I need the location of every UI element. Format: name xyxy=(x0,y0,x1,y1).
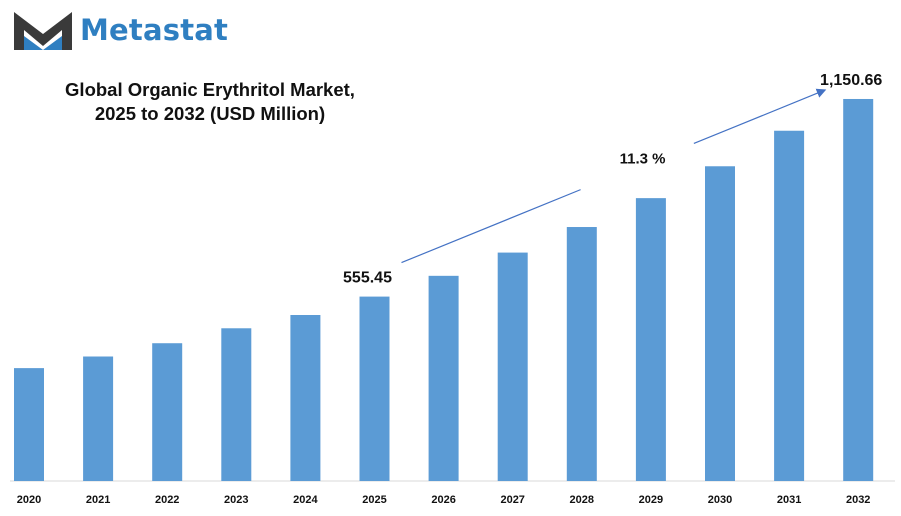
x-tick-label: 2020 xyxy=(17,494,41,506)
chart-title-line1: Global Organic Erythritol Market, xyxy=(65,79,355,100)
bar-2026 xyxy=(428,275,459,481)
x-tick-label: 2032 xyxy=(846,494,870,506)
x-tick-label: 2029 xyxy=(639,494,663,506)
bar-2029 xyxy=(635,198,666,482)
bar-2031 xyxy=(774,130,805,482)
m-logo-icon xyxy=(14,12,72,50)
x-tick-label: 2025 xyxy=(362,494,386,506)
bar-2023 xyxy=(221,328,252,481)
brand-logo: Metastat xyxy=(12,8,228,52)
bar-2032 xyxy=(843,98,874,481)
cagr-arrow-head-line xyxy=(693,88,827,145)
bar-2021 xyxy=(83,356,114,481)
data-label-2032: 1,150.66 xyxy=(820,72,882,89)
x-tick-label: 2027 xyxy=(500,494,524,506)
x-tick-label: 2026 xyxy=(431,494,455,506)
x-tick-label: 2021 xyxy=(86,494,110,506)
x-tick-label: 2031 xyxy=(777,494,801,506)
x-tick-label: 2023 xyxy=(224,494,248,506)
bar-2020 xyxy=(14,368,44,481)
cagr-label: 11.3 % xyxy=(620,151,666,168)
bar-2028 xyxy=(566,227,597,481)
cagr-arrow-line xyxy=(401,189,581,264)
bar-2025 xyxy=(359,296,390,481)
x-tick-label: 2024 xyxy=(293,494,318,506)
bar-2022 xyxy=(152,343,183,481)
x-tick-label: 2028 xyxy=(570,494,594,506)
brand-name: Metastat xyxy=(80,13,229,47)
chart-title-line2: 2025 to 2032 (USD Million) xyxy=(94,103,326,124)
x-tick-label: 2030 xyxy=(708,494,732,506)
chart-title: Global Organic Erythritol Market, 2025 t… xyxy=(10,78,410,126)
bar-2024 xyxy=(290,315,321,481)
bar-2030 xyxy=(705,166,735,481)
x-tick-label: 2022 xyxy=(155,494,179,506)
bar-2027 xyxy=(497,252,528,481)
data-label-2025: 555.45 xyxy=(343,270,392,287)
